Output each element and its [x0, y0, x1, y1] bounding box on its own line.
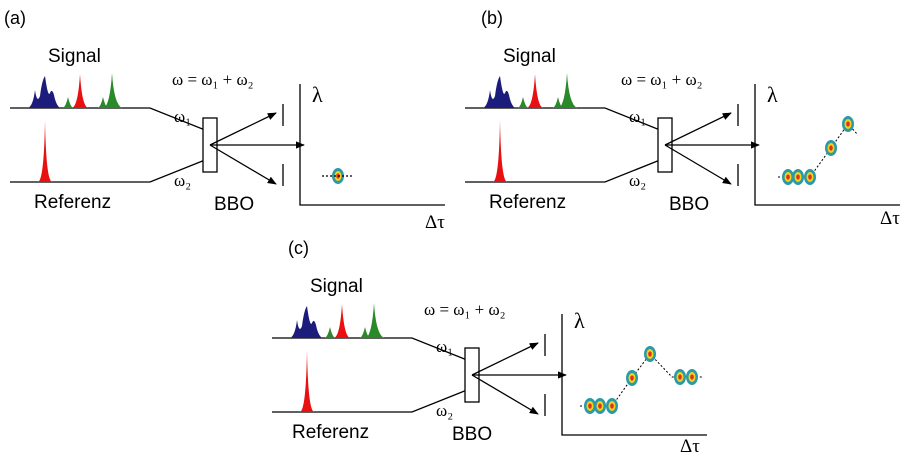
signal-label: Signal [503, 46, 556, 67]
spot [686, 369, 698, 385]
x-axis-label: Δτ [680, 436, 700, 455]
panel: (b) Signal Referenz BBO ω = ω₁ + ω₂ ω₁ ω… [465, 8, 900, 229]
crystal-label: BBO [214, 194, 254, 215]
reference-label: Referenz [292, 422, 369, 443]
spot [674, 369, 686, 385]
y-axis-label: λ [312, 82, 323, 107]
equation: ω = ω₁ + ω₂ [172, 70, 254, 89]
signal-label: Signal [310, 276, 363, 297]
signal-label: Signal [48, 46, 101, 67]
panel-label: (b) [481, 8, 503, 28]
spot [606, 398, 618, 414]
crystal-label: BBO [452, 424, 492, 445]
setup [465, 73, 900, 205]
spot [626, 370, 638, 386]
omega2: ω₂ [436, 401, 453, 420]
spot [792, 169, 804, 185]
y-axis-label: λ [767, 82, 778, 107]
spot [825, 140, 837, 156]
omega1: ω₁ [436, 337, 453, 356]
x-axis-label: Δτ [425, 212, 445, 233]
spot [842, 116, 854, 132]
omega2: ω₂ [174, 171, 191, 190]
panel: (c) Signal Referenz BBO ω = ω₁ + ω₂ ω₁ ω… [272, 238, 707, 455]
setup [272, 303, 707, 435]
reference-label: Referenz [34, 192, 111, 213]
spot [804, 169, 816, 185]
panel-label: (a) [4, 8, 26, 28]
crystal-label: BBO [669, 194, 709, 215]
omega1: ω₁ [174, 107, 191, 126]
omega1: ω₁ [629, 107, 646, 126]
y-axis-label: λ [574, 308, 585, 333]
equation: ω = ω₁ + ω₂ [424, 300, 506, 319]
equation: ω = ω₁ + ω₂ [621, 70, 703, 89]
reference-label: Referenz [489, 192, 566, 213]
x-axis-label: Δτ [880, 208, 900, 229]
setup [10, 73, 445, 205]
omega2: ω₂ [629, 171, 646, 190]
spot [594, 398, 606, 414]
panel: (a) Signal Referenz BBO ω = ω₁ + ω₂ ω₁ ω… [4, 8, 445, 233]
diagram: (a) Signal Referenz BBO ω = ω₁ + ω₂ ω₁ ω… [0, 0, 907, 455]
panel-label: (c) [288, 238, 309, 258]
spot [644, 346, 656, 362]
